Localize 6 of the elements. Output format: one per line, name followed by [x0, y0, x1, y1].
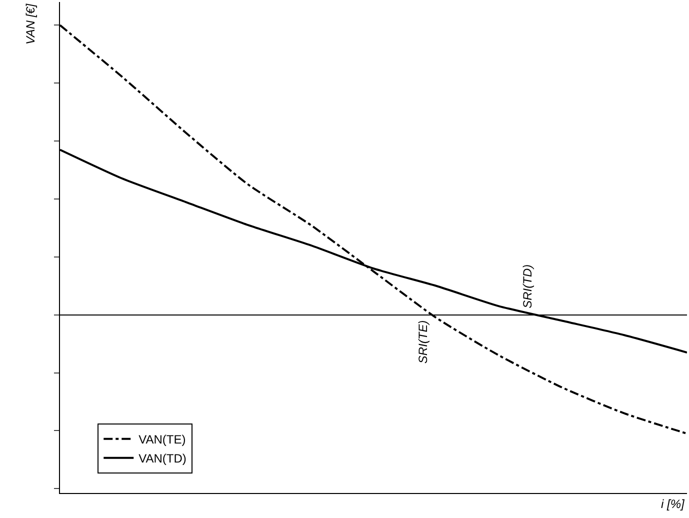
text: i [%]: [661, 497, 686, 511]
annotation: SRI(TD): [520, 264, 535, 308]
legend-label: VAN(TE): [138, 432, 186, 447]
annotation: SRI(TE): [416, 320, 430, 364]
y-axis-title: VAN [€]: [24, 3, 38, 44]
legend-label: VAN(TD): [138, 452, 186, 466]
